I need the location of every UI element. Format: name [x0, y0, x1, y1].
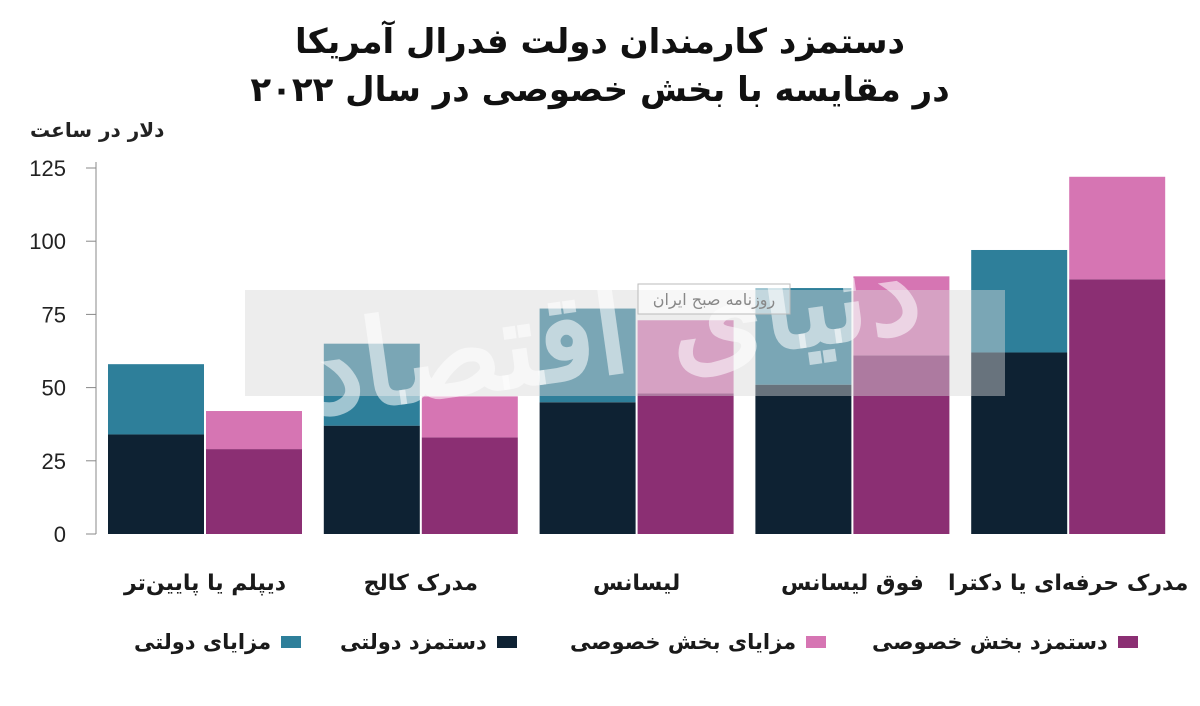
bar-private-benefits: [637, 320, 734, 394]
watermark-subtitle-box: [637, 283, 791, 315]
category-label: مدرک حرفه‌ای یا دکترا: [948, 571, 1188, 596]
y-tick-label: 0: [54, 522, 66, 547]
category-label: لیسانس: [593, 571, 680, 596]
category-label: فوق لیسانس: [781, 571, 924, 596]
legend-swatch-private-benefits: [806, 636, 827, 648]
bar-private-benefits: [206, 411, 302, 450]
bar-gov-benefits: [108, 364, 204, 435]
y-tick-label: 125: [29, 156, 66, 181]
y-tick-label: 100: [29, 229, 66, 254]
bar-gov-wage: [971, 352, 1068, 534]
bar-gov-wage: [539, 402, 636, 534]
legend-item-gov-wage: دستمزد دولتی: [340, 630, 517, 654]
bar-gov-wage: [108, 434, 204, 534]
bar-gov-benefits: [971, 249, 1068, 353]
legend-label-gov-wage: دستمزد دولتی: [340, 630, 487, 654]
y-tick-label: 50: [42, 376, 66, 401]
chart-title-line-2: در مقایسه با بخش خصوصی در سال ۲۰۲۲: [250, 70, 950, 110]
legend-swatch-gov-benefits: [281, 636, 302, 648]
legend-item-private-benefits: مزایای بخش خصوصی: [570, 630, 827, 654]
legend-swatch-private-wage: [1117, 636, 1138, 648]
y-tick-label: 75: [42, 302, 66, 327]
legend-label-gov-benefits: مزایای دولتی: [134, 630, 272, 654]
watermark-band: [245, 290, 1005, 396]
legend-swatch-gov-wage: [496, 636, 517, 648]
bar-gov-wage: [755, 384, 852, 534]
legend-item-gov-benefits: مزایای دولتی: [134, 630, 302, 654]
bar-private-benefits: [853, 276, 950, 356]
legend-label-private-wage: دستمزد بخش خصوصی: [872, 630, 1108, 654]
y-tick-label: 25: [42, 449, 66, 474]
legend-label-private-benefits: مزایای بخش خصوصی: [570, 630, 797, 654]
bar-private-wage: [853, 355, 950, 534]
bar-private-wage: [1069, 279, 1166, 534]
bar-private-benefits: [1069, 176, 1166, 280]
bar-private-wage: [637, 393, 734, 534]
bar-private-benefits: [421, 396, 518, 438]
bar-gov-benefits: [539, 308, 636, 403]
category-label: مدرک کالج: [364, 571, 478, 596]
watermark-subtitle: روزنامه صبح ایران: [653, 290, 776, 310]
legend-item-private-wage: دستمزد بخش خصوصی: [872, 630, 1138, 654]
bar-gov-benefits: [323, 343, 420, 426]
bar-private-wage: [421, 437, 518, 534]
category-label: دیپلم یا پایین‌تر: [123, 571, 286, 596]
bar-private-wage: [206, 449, 302, 534]
bar-gov-wage: [323, 425, 420, 534]
y-axis-label: دلار در ساعت: [30, 118, 165, 142]
chart-title-line-1: دستمزد کارمندان دولت فدرال آمریکا: [295, 22, 905, 62]
